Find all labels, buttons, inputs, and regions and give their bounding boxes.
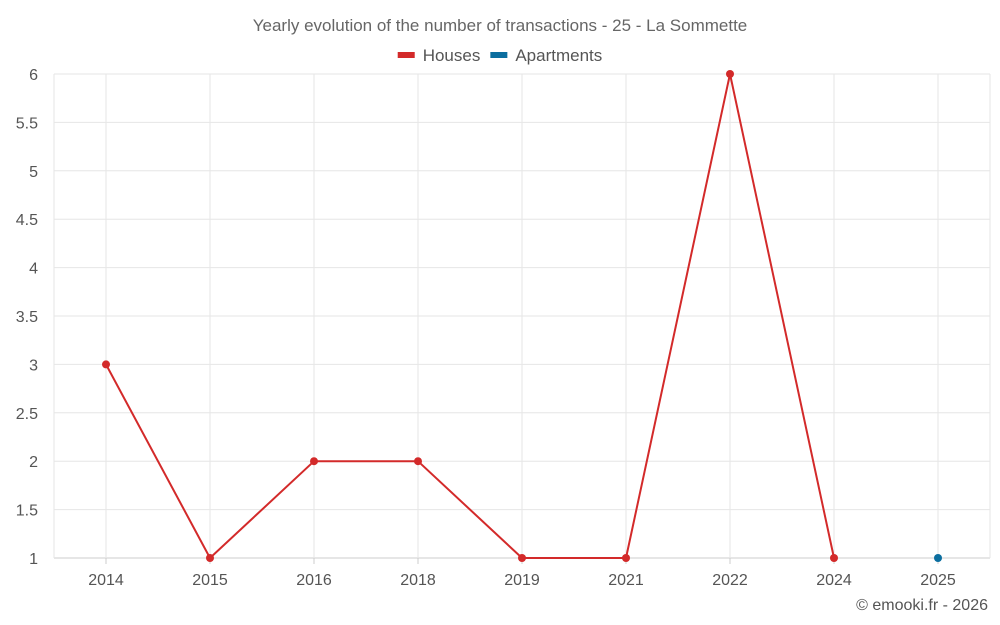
y-tick-label: 6: [29, 67, 38, 84]
x-tick-label: 2019: [504, 572, 540, 589]
x-tick-label: 2018: [400, 572, 436, 589]
houses-data-point[interactable]: [622, 554, 630, 562]
x-tick-label: 2025: [920, 572, 956, 589]
x-tick-label: 2014: [88, 572, 124, 589]
y-tick-label: 1.5: [16, 503, 38, 520]
y-tick-label: 5: [29, 164, 38, 181]
houses-data-point[interactable]: [518, 554, 526, 562]
houses-data-point[interactable]: [102, 360, 110, 369]
x-tick-label: 2016: [296, 572, 332, 589]
grid: [53, 73, 991, 559]
credit-text: © emooki.fr - 2026: [856, 597, 988, 614]
houses-data-point[interactable]: [726, 70, 734, 78]
houses-data-point[interactable]: [310, 457, 318, 466]
legend: Houses Apartments: [397, 46, 602, 65]
houses-legend-label[interactable]: Houses: [423, 46, 481, 65]
y-tick-label: 3: [29, 357, 38, 374]
y-tick-label: 2.5: [16, 406, 38, 423]
houses-data-point[interactable]: [830, 554, 838, 562]
x-tick-label: 2015: [192, 572, 228, 589]
apartments-data-point[interactable]: [934, 554, 942, 562]
y-tick-label: 4: [29, 261, 38, 278]
x-tick-label: 2021: [608, 572, 644, 589]
y-tick-label: 2: [29, 454, 38, 471]
apartments-legend-label[interactable]: Apartments: [515, 46, 602, 65]
y-axis: 1 1.5 2 2.5 3 3.5 4 4.5 5 5.5 6: [16, 67, 38, 568]
y-tick-label: 1: [29, 551, 38, 568]
apartments-legend-swatch[interactable]: [490, 52, 508, 58]
y-tick-label: 5.5: [16, 115, 38, 132]
series-layer: [102, 70, 942, 562]
x-axis: 2014 2015 2016 2018 2019 2021 2022 2024 2025: [88, 558, 956, 589]
y-tick-label: 3.5: [16, 309, 38, 326]
houses-data-point[interactable]: [414, 457, 422, 466]
x-tick-label: 2024: [816, 572, 852, 589]
x-tick-label: 2022: [712, 572, 748, 589]
houses-legend-swatch[interactable]: [397, 52, 415, 58]
houses-series-line: [105, 73, 835, 560]
houses-data-point[interactable]: [206, 554, 214, 562]
chart-title: Yearly evolution of the number of transa…: [253, 16, 748, 35]
y-tick-label: 4.5: [16, 212, 38, 229]
